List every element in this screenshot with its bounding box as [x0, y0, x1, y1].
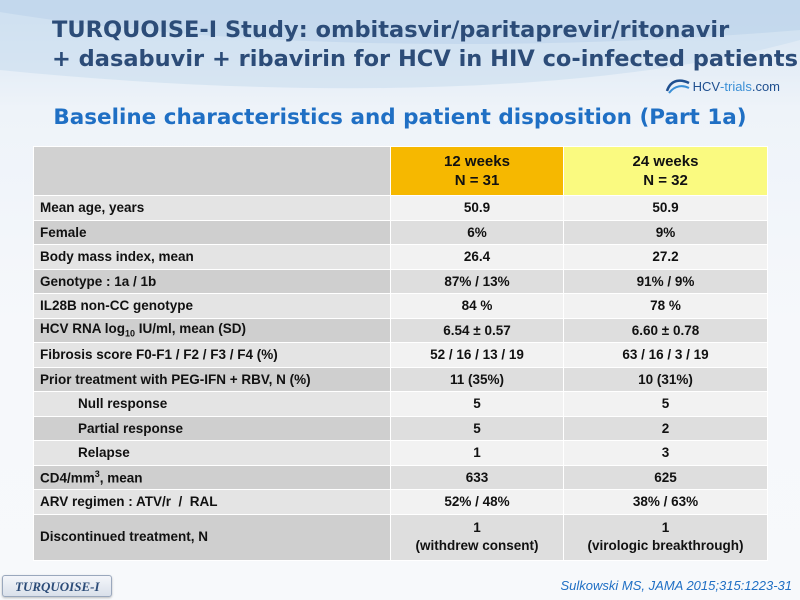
cell-12-weeks: 6% — [390, 219, 564, 245]
row-label: ARV regimen : ATV/r / RAL — [33, 489, 391, 515]
cell-24-weeks: 10 (31%) — [563, 366, 768, 392]
cell-12-weeks: 1 (withdrew consent) — [390, 513, 564, 561]
table-row: Fibrosis score F0-F1 / F2 / F3 / F4 (%) … — [33, 342, 768, 368]
column-header-label: 24 weeks — [632, 153, 699, 170]
logo-text-trials: -trials — [720, 78, 752, 94]
baseline-characteristics-table: 12 weeks N = 31 24 weeks N = 32 Mean age… — [33, 146, 768, 561]
table-row: Discontinued treatment, N 1 (withdrew co… — [33, 513, 768, 561]
cell-note: (virologic breakthrough) — [587, 538, 744, 553]
cell-24-weeks: 9% — [563, 219, 768, 245]
row-label: Prior treatment with PEG-IFN + RBV, N (%… — [33, 366, 391, 392]
table-row: Female 6% 9% — [33, 219, 768, 245]
cell-24-weeks: 38% / 63% — [563, 489, 768, 515]
cell-24-weeks: 78 % — [563, 293, 768, 319]
column-header-n: N = 32 — [643, 172, 688, 189]
row-label-subscript: 10 — [125, 329, 136, 340]
column-header-n: N = 31 — [454, 172, 500, 189]
slide-title-line1: TURQUOISE-I Study: ombitasvir/paritaprev… — [52, 17, 730, 43]
hcv-trials-logo-icon — [665, 79, 690, 94]
column-header-12-weeks: 12 weeks N = 31 — [390, 146, 564, 196]
logo-text-hcv: HCV — [692, 78, 721, 94]
row-label: Fibrosis score F0-F1 / F2 / F3 / F4 (%) — [33, 342, 391, 368]
cell-12-weeks: 1 — [390, 440, 564, 466]
cell-12-weeks: 633 — [390, 464, 564, 490]
cell-24-weeks: 91% / 9% — [563, 268, 768, 294]
table-row: CD4/mm3, mean 633 625 — [33, 464, 768, 490]
row-label-text-suffix: IU/ml, mean (SD) — [135, 321, 247, 337]
row-label: Body mass index, mean — [33, 244, 391, 270]
row-label-text: HCV RNA log — [40, 321, 125, 337]
row-label: Partial response — [33, 415, 391, 441]
table-header-blank — [33, 146, 391, 196]
table-row: Prior treatment with PEG-IFN + RBV, N (%… — [33, 366, 768, 392]
row-label: CD4/mm3, mean — [33, 464, 391, 490]
row-label: HCV RNA log10 IU/ml, mean (SD) — [33, 317, 391, 343]
cell-value: 1 — [473, 520, 481, 535]
slide-title-line2: + dasabuvir + ribavirin for HCV in HIV c… — [52, 46, 798, 72]
table-header-row: 12 weeks N = 31 24 weeks N = 32 — [33, 146, 768, 196]
cell-12-weeks: 26.4 — [390, 244, 564, 270]
row-label: Discontinued treatment, N — [33, 513, 391, 561]
column-header-24-weeks: 24 weeks N = 32 — [563, 146, 768, 196]
column-header-label: 12 weeks — [444, 153, 510, 170]
table-row: ARV regimen : ATV/r / RAL 52% / 48% 38% … — [33, 489, 768, 515]
row-label: Null response — [33, 391, 391, 417]
row-label-superscript: 3 — [94, 469, 100, 479]
table-row: Relapse 1 3 — [33, 440, 768, 466]
row-label: Mean age, years — [33, 195, 391, 221]
table-row: HCV RNA log10 IU/ml, mean (SD) 6.54 ± 0.… — [33, 317, 768, 343]
citation: Sulkowski MS, JAMA 2015;315:1223-31 — [560, 578, 792, 593]
cell-24-weeks: 3 — [563, 440, 768, 466]
table-row: Genotype : 1a / 1b 87% / 13% 91% / 9% — [33, 268, 768, 294]
cell-12-weeks: 84 % — [390, 293, 564, 319]
cell-24-weeks: 50.9 — [563, 195, 768, 221]
table-row: Null response 5 5 — [33, 391, 768, 417]
cell-12-weeks: 50.9 — [390, 195, 564, 221]
cell-24-weeks: 27.2 — [563, 244, 768, 270]
cell-value: 1 — [661, 520, 670, 535]
slide-title: TURQUOISE-I Study: ombitasvir/paritaprev… — [52, 16, 798, 74]
cell-24-weeks: 1 (virologic breakthrough) — [563, 513, 768, 561]
cell-12-weeks: 52 / 16 / 13 / 19 — [390, 342, 564, 368]
cell-12-weeks: 6.54 ± 0.57 — [390, 317, 564, 343]
row-label-text: CD4/mm — [40, 470, 95, 486]
cell-12-weeks: 52% / 48% — [390, 489, 564, 515]
cell-12-weeks: 11 (35%) — [390, 366, 564, 392]
hcv-trials-logo: HCV -trials .com — [665, 77, 780, 95]
row-label: Female — [33, 219, 391, 245]
table-row: Body mass index, mean 26.4 27.2 — [33, 244, 768, 270]
cell-12-weeks: 5 — [390, 415, 564, 441]
row-label-text-suffix: , mean — [99, 470, 143, 486]
cell-12-weeks: 87% / 13% — [390, 268, 564, 294]
table-row: Mean age, years 50.9 50.9 — [33, 195, 768, 221]
table-row: IL28B non-CC genotype 84 % 78 % — [33, 293, 768, 319]
cell-24-weeks: 625 — [563, 464, 768, 490]
table-row: Partial response 5 2 — [33, 415, 768, 441]
row-label: Relapse — [33, 440, 391, 466]
cell-24-weeks: 6.60 ± 0.78 — [563, 317, 768, 343]
row-label: IL28B non-CC genotype — [33, 293, 391, 319]
logo-text-com: .com — [751, 78, 780, 94]
cell-24-weeks: 5 — [563, 391, 768, 417]
cell-24-weeks: 63 / 16 / 3 / 19 — [563, 342, 768, 368]
cell-24-weeks: 2 — [563, 415, 768, 441]
cell-12-weeks: 5 — [390, 391, 564, 417]
cell-note: (withdrew consent) — [415, 538, 539, 553]
slide-subtitle: Baseline characteristics and patient dis… — [53, 105, 747, 130]
row-label: Genotype : 1a / 1b — [33, 268, 391, 294]
study-badge: TURQUOISE-I — [2, 575, 112, 597]
